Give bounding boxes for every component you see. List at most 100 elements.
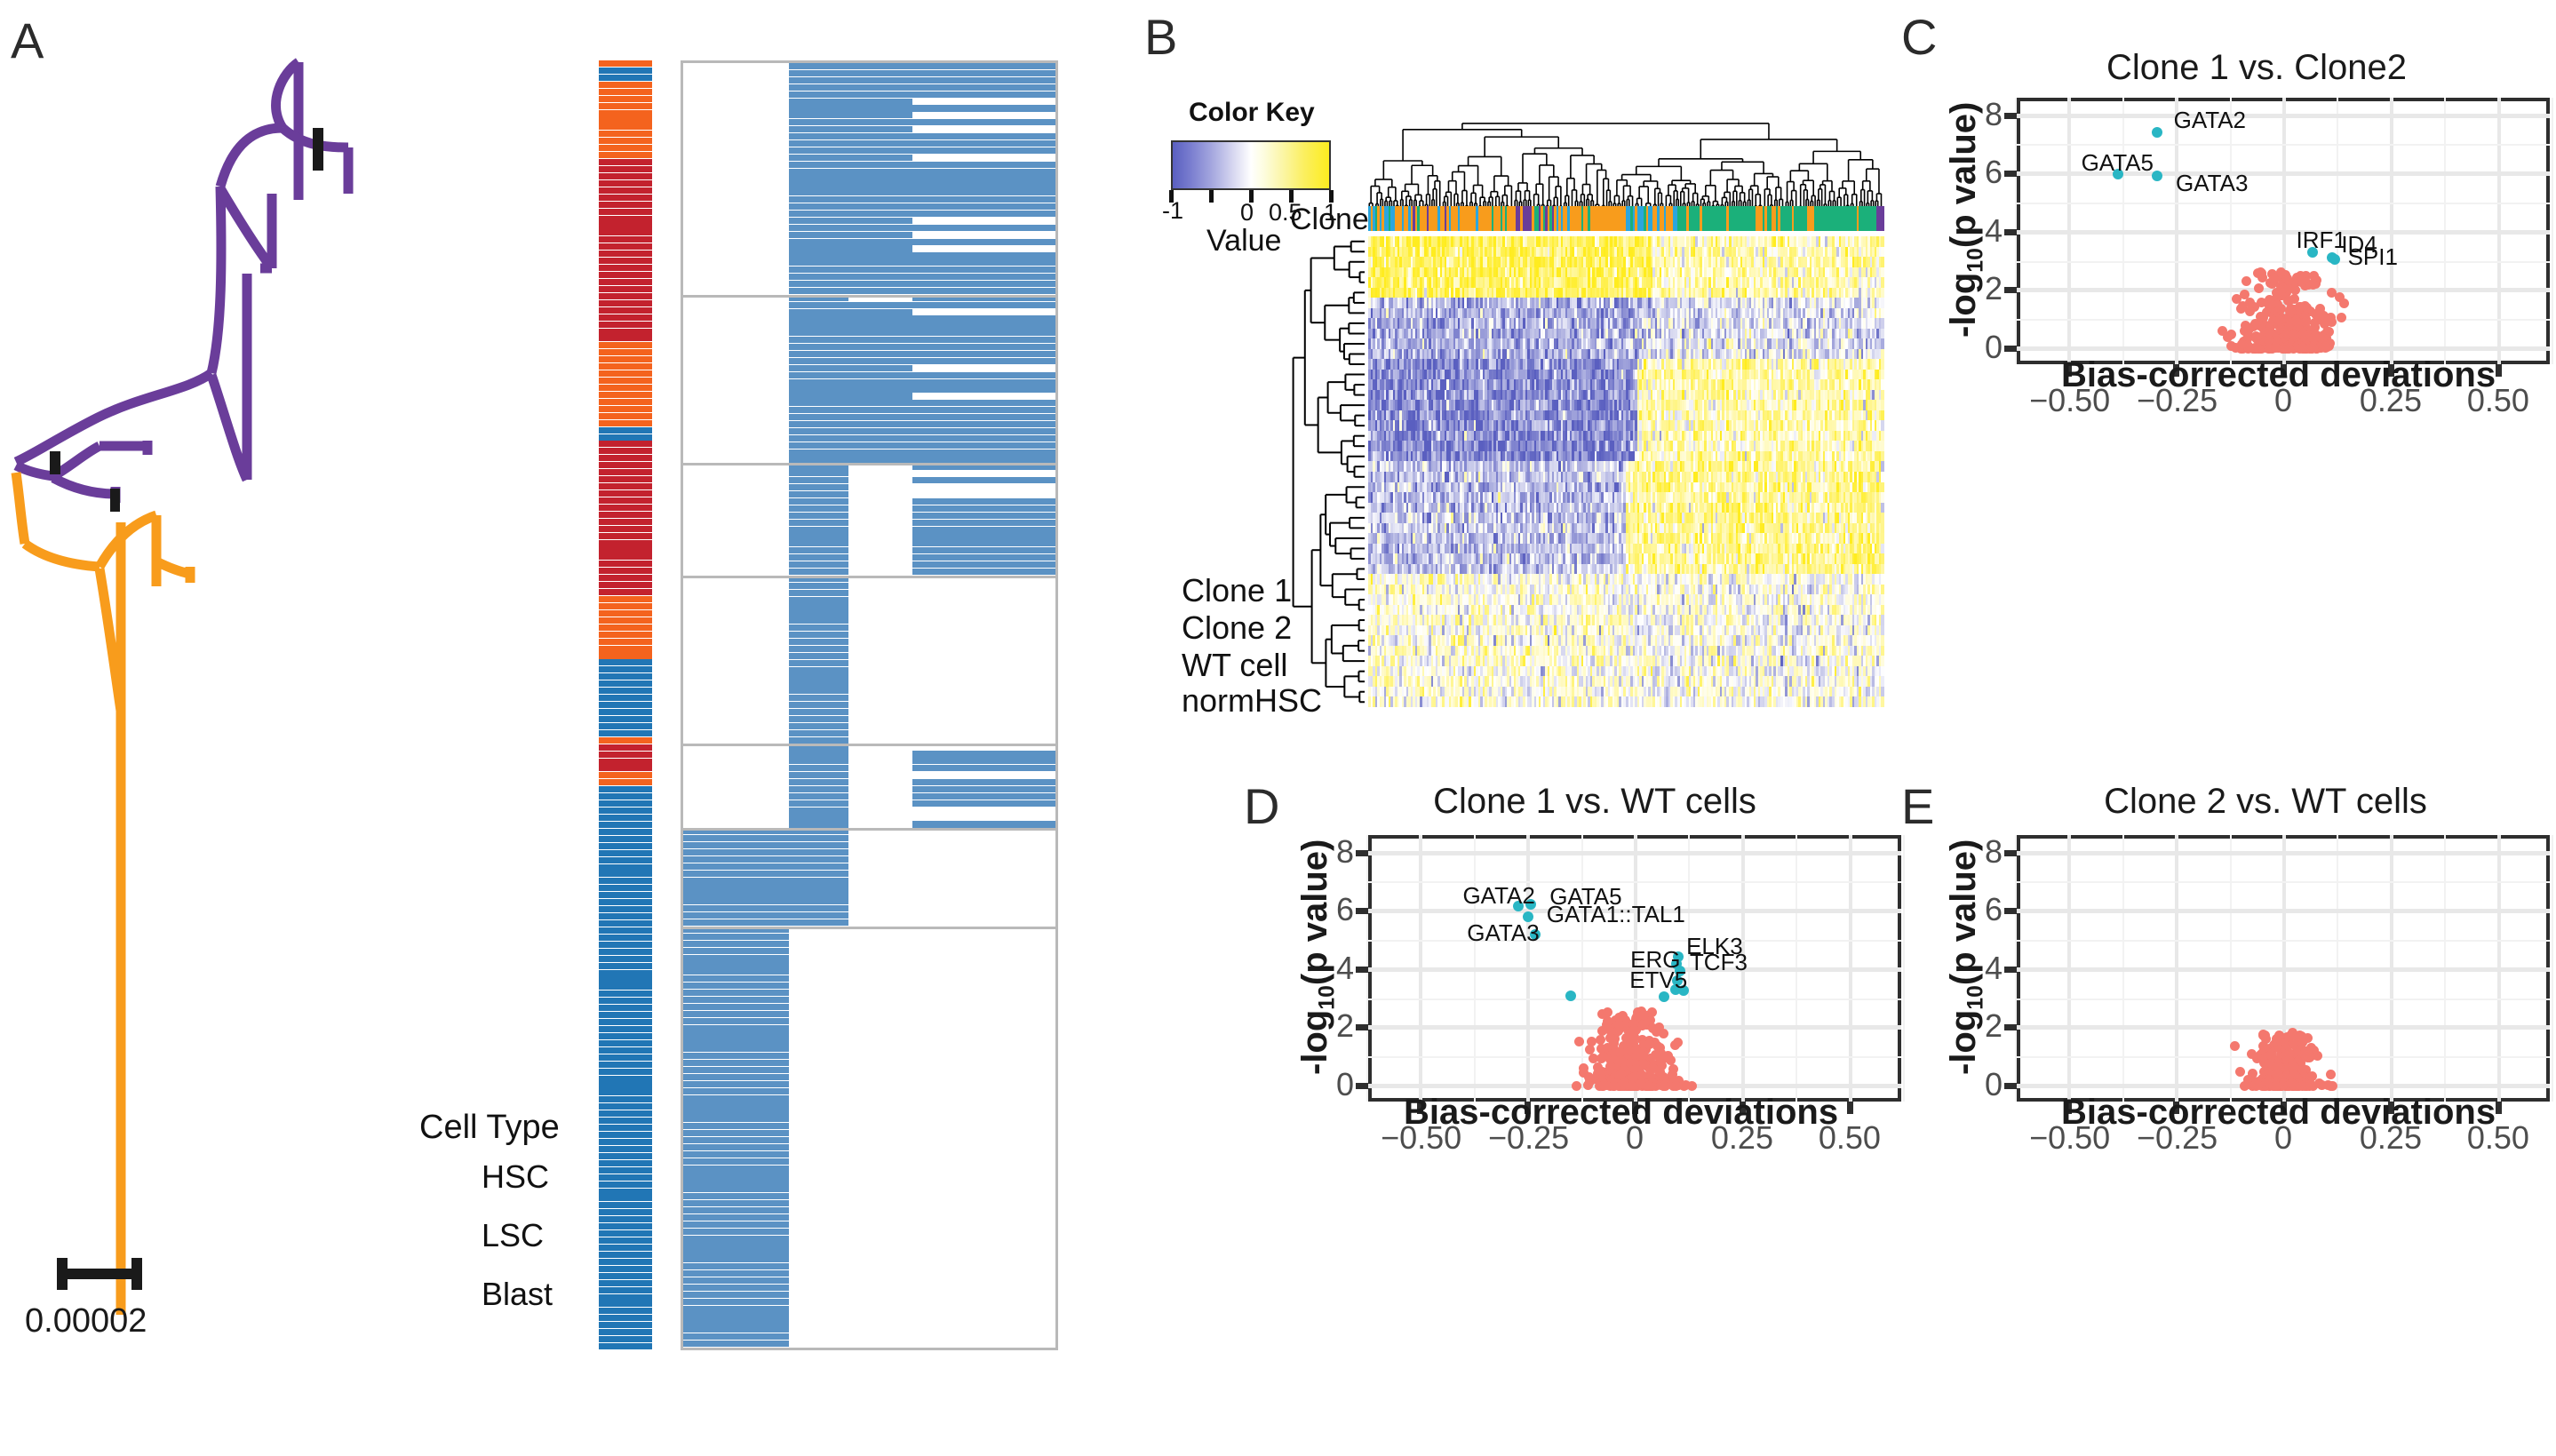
cell-type-cell bbox=[599, 582, 652, 588]
cell-type-cell bbox=[599, 526, 652, 532]
matrix-cell bbox=[789, 505, 848, 512]
matrix-cell bbox=[912, 281, 1055, 287]
matrix-cell bbox=[683, 1214, 789, 1221]
cell-type-cell bbox=[599, 850, 652, 856]
matrix-cell bbox=[683, 884, 789, 890]
cell-type-cell bbox=[599, 342, 652, 348]
matrix-cell bbox=[848, 344, 912, 350]
matrix-cell bbox=[683, 905, 789, 911]
matrix-cell bbox=[789, 919, 848, 926]
matrix-cell bbox=[789, 175, 848, 181]
cell-type-cell bbox=[599, 145, 652, 151]
matrix-cell bbox=[848, 189, 912, 195]
cell-type-cell bbox=[599, 617, 652, 624]
matrix-cell bbox=[789, 337, 848, 343]
matrix-group-divider bbox=[683, 828, 1055, 831]
matrix-cell bbox=[848, 133, 912, 139]
matrix-cell bbox=[848, 281, 912, 287]
matrix-cell bbox=[683, 891, 789, 897]
matrix-cell bbox=[789, 162, 848, 168]
matrix-cell bbox=[912, 477, 1055, 483]
matrix-cell bbox=[789, 673, 848, 680]
matrix-cell bbox=[789, 211, 848, 217]
matrix-cell bbox=[683, 955, 789, 961]
matrix-cell bbox=[683, 1053, 789, 1059]
matrix-cell bbox=[848, 322, 912, 329]
cell-type-cell bbox=[599, 680, 652, 687]
matrix-cell bbox=[683, 919, 789, 926]
cell-type-cell bbox=[599, 1301, 652, 1307]
cell-type-cell bbox=[599, 222, 652, 228]
cell-type-cell bbox=[599, 519, 652, 525]
matrix-cell bbox=[683, 1242, 789, 1248]
cell-type-cell bbox=[599, 1195, 652, 1201]
matrix-cell bbox=[789, 835, 848, 841]
matrix-group-divider bbox=[683, 463, 1055, 465]
matrix-cell bbox=[789, 239, 848, 245]
cell-type-cell bbox=[599, 413, 652, 419]
matrix-cell bbox=[848, 225, 912, 231]
cell-type-cell bbox=[599, 786, 652, 792]
matrix-cell bbox=[789, 590, 848, 596]
matrix-cell bbox=[912, 414, 1055, 420]
matrix-cell bbox=[912, 372, 1055, 378]
cell-type-cell bbox=[599, 448, 652, 454]
matrix-cell bbox=[789, 863, 848, 870]
color-key-gradient bbox=[1171, 140, 1331, 190]
cell-type-cell bbox=[599, 1153, 652, 1159]
matrix-cell bbox=[789, 281, 848, 287]
cell-type-cell bbox=[599, 512, 652, 518]
cell-type-cell bbox=[599, 307, 652, 314]
matrix-cell bbox=[789, 603, 848, 609]
cell-type-cell bbox=[599, 483, 652, 489]
matrix-cell bbox=[789, 322, 848, 329]
matrix-cell bbox=[789, 786, 848, 792]
matrix-cell bbox=[789, 428, 848, 434]
cell-type-cell bbox=[599, 822, 652, 828]
matrix-cell bbox=[683, 835, 789, 841]
matrix-cell bbox=[789, 821, 848, 827]
matrix-cell bbox=[848, 414, 912, 420]
matrix-cell bbox=[789, 680, 848, 687]
matrix-cell bbox=[912, 533, 1055, 539]
cell-type-cell bbox=[599, 652, 652, 658]
matrix-cell bbox=[789, 554, 848, 561]
legend-swatch-lsc bbox=[425, 1224, 466, 1251]
matrix-cell bbox=[789, 871, 848, 877]
scale-bar-label: 0.00002 bbox=[25, 1302, 147, 1341]
matrix-cell bbox=[789, 274, 848, 280]
matrix-cell bbox=[912, 569, 1055, 575]
cell-type-cell bbox=[599, 490, 652, 497]
matrix-cell bbox=[912, 379, 1055, 386]
cell-type-cell bbox=[599, 1237, 652, 1244]
matrix-cell bbox=[912, 322, 1055, 329]
cell-type-cell bbox=[599, 976, 652, 983]
matrix-cell bbox=[848, 259, 912, 266]
matrix-cell bbox=[789, 625, 848, 631]
matrix-cell bbox=[683, 941, 789, 947]
matrix-cell bbox=[789, 351, 848, 357]
matrix-cell bbox=[789, 737, 848, 744]
cell-type-cell bbox=[599, 68, 652, 74]
cell-type-cell bbox=[599, 216, 652, 222]
matrix-cell bbox=[683, 948, 789, 954]
cell-type-cell bbox=[599, 187, 652, 194]
matrix-cell bbox=[912, 561, 1055, 568]
matrix-cell bbox=[683, 1031, 789, 1038]
cell-type-cell bbox=[599, 385, 652, 391]
matrix-cell bbox=[789, 169, 848, 175]
matrix-cell bbox=[683, 1249, 789, 1255]
cell-type-cell bbox=[599, 1329, 652, 1335]
cell-type-cell bbox=[599, 829, 652, 835]
matrix-cell bbox=[789, 182, 848, 188]
cell-type-cell bbox=[599, 476, 652, 482]
matrix-cell bbox=[789, 814, 848, 820]
matrix-cell bbox=[912, 358, 1055, 364]
cell-type-cell bbox=[599, 1132, 652, 1138]
cell-type-cell bbox=[599, 1012, 652, 1018]
cell-type-cell bbox=[599, 639, 652, 645]
cell-type-cell bbox=[599, 779, 652, 785]
cell-type-cell bbox=[599, 75, 652, 81]
cell-type-cell bbox=[599, 815, 652, 821]
matrix-cell bbox=[848, 232, 912, 238]
